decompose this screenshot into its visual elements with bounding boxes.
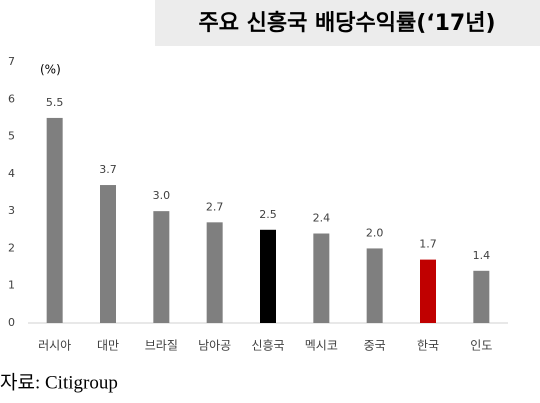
source: 자료: Citigroup [0,371,118,393]
y-unit-label: (%) [40,63,61,77]
bar [46,117,63,323]
value-label: 1.4 [473,249,491,262]
value-label: 2.5 [259,208,277,221]
bar [153,211,170,323]
x-tick-label: 신흥국 [251,339,284,353]
y-tick-label: 7 [8,55,15,68]
bar [473,270,490,323]
bar [260,229,276,323]
y-tick-label: 4 [8,167,15,180]
y-tick-label: 6 [8,92,15,105]
bar [420,259,436,323]
x-tick-label: 러시아 [38,339,71,353]
value-label: 3.7 [99,163,117,176]
y-tick-label: 3 [8,204,15,217]
bar [313,233,330,323]
value-label: 3.0 [153,189,171,202]
chart-title: 주요 신흥국 배당수익률(‘17년) [198,11,495,36]
x-tick-label: 멕시코 [305,339,338,353]
y-tick-label: 1 [8,279,15,292]
x-tick-label: 남아공 [198,339,231,353]
x-tick-label: 브라질 [145,339,178,353]
bar [366,248,383,323]
y-tick-label: 0 [8,316,15,329]
value-label: 2.7 [206,200,224,213]
x-tick-label: 대만 [97,339,119,353]
bar [100,185,116,323]
bar [206,222,223,323]
x-tick-label: 중국 [364,339,386,353]
y-tick-label: 2 [8,241,15,254]
value-label: 1.7 [419,238,437,251]
value-label: 2.0 [366,226,384,239]
value-label: 2.4 [313,212,331,225]
title-background [155,0,540,46]
y-tick-label: 5 [8,130,15,143]
x-tick-label: 한국 [417,339,439,353]
value-label: 5.5 [46,96,64,109]
x-tick-label: 인도 [470,339,492,353]
